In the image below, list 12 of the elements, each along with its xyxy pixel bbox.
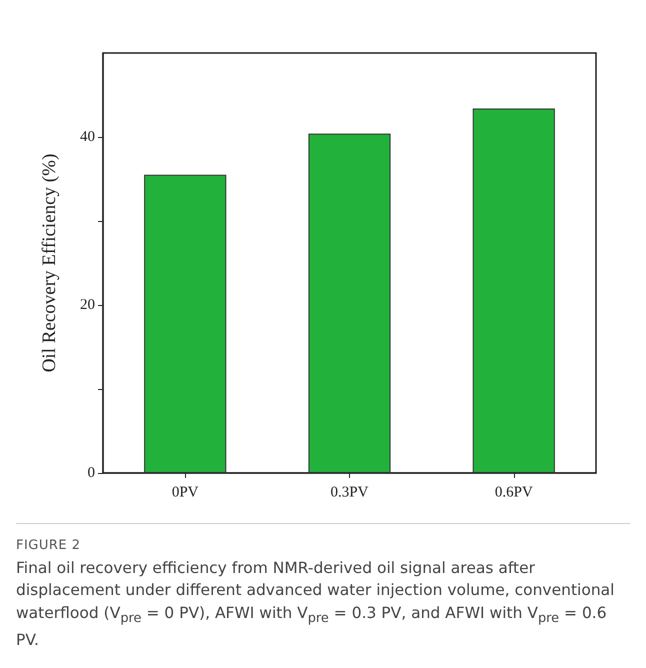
x-tick-label: 0.6PV bbox=[494, 484, 533, 500]
caption: FIGURE 2 bbox=[16, 538, 82, 553]
y-tick-label: 40 bbox=[80, 129, 95, 145]
bar bbox=[144, 174, 226, 473]
x-tick-label: 0PV bbox=[172, 484, 199, 500]
bar bbox=[308, 134, 391, 473]
text: Final oil recovery efficiency from NMR-derived oil signal areas after displacement under different advanced water injection volume, conventional waterflood (V$_{pre}$ = 0 PV), AFWI with V$_{pre}$ = 0.3 PV, and AFWI with V$_{pre}$ = 0.6 PV. bbox=[16, 559, 614, 649]
y-tick-label: 0 bbox=[88, 465, 95, 481]
bar bbox=[472, 108, 555, 473]
y-tick-label: 20 bbox=[80, 297, 95, 313]
y-axis-title: Oil Recovery Efficiency (%) bbox=[39, 154, 60, 372]
x-tick-label: 0.3PV bbox=[330, 484, 369, 500]
